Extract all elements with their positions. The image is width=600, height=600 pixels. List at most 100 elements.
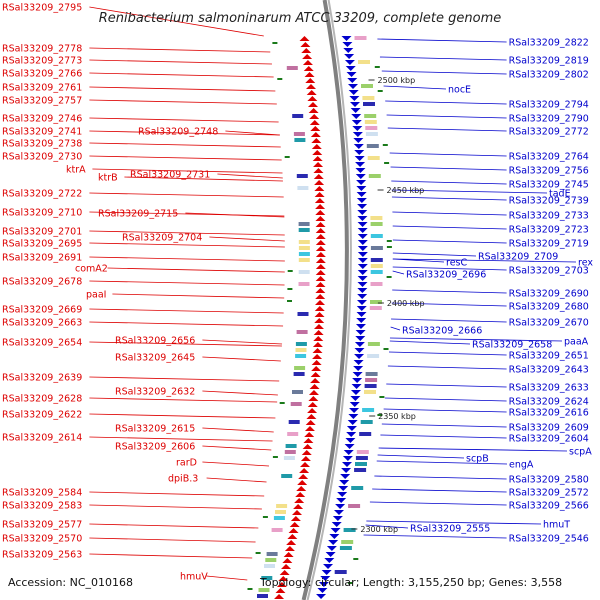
left-gene-label: RSal33209_2715 — [98, 209, 178, 220]
left-label-connector — [202, 339, 283, 345]
right-gene-label: RSal33209_2658 — [472, 340, 552, 351]
left-gene-arrow — [315, 234, 326, 239]
left-gene-arrow — [302, 444, 313, 449]
right-feature-block — [339, 546, 352, 550]
right-gene-arrow — [353, 144, 364, 149]
right-gene-label: RSal33209_2794 — [509, 100, 589, 111]
left-gene-arrow — [307, 408, 318, 413]
left-feature-block — [288, 420, 300, 424]
right-gene-arrow — [352, 372, 363, 377]
right-feature-block — [367, 354, 380, 358]
left-feature-block — [284, 450, 296, 454]
left-gene-arrow — [305, 420, 316, 425]
left-feature-block — [276, 504, 288, 508]
right-feature-block — [368, 174, 381, 178]
left-gene-label: RSal33209_2669 — [2, 305, 82, 316]
left-feature-block — [294, 366, 306, 370]
right-feature-block — [354, 468, 367, 472]
left-gene-arrow — [315, 210, 326, 215]
right-feature-block — [361, 84, 373, 88]
right-gene-arrow — [351, 120, 362, 125]
right-label-connector — [389, 337, 563, 342]
left-label-connector — [89, 117, 279, 123]
left-tick-mark — [284, 156, 290, 158]
left-feature-block — [264, 564, 275, 568]
left-tick-mark — [287, 288, 293, 290]
right-feature-block — [356, 450, 369, 454]
left-gene-arrow — [281, 564, 292, 569]
right-gene-arrow — [357, 222, 368, 227]
right-label-connector — [392, 258, 577, 263]
left-gene-arrow — [311, 138, 322, 143]
right-label-connector — [384, 397, 507, 402]
left-tick-mark — [272, 42, 278, 44]
left-label-connector — [89, 436, 273, 442]
left-gene-arrow — [311, 366, 322, 371]
right-gene-arrow — [346, 432, 357, 437]
right-gene-arrow — [323, 564, 334, 569]
left-gene-arrow — [312, 342, 323, 347]
right-label-connector — [383, 85, 447, 90]
gene-tracks — [247, 36, 392, 599]
right-feature-block — [365, 132, 378, 136]
left-gene-arrow — [315, 204, 326, 209]
left-gene-label: RSal33209_2656 — [115, 336, 195, 347]
left-feature-block — [283, 456, 295, 460]
left-gene-arrow — [297, 480, 308, 485]
right-label-connector — [381, 423, 507, 428]
right-gene-label: RSal33209_2604 — [509, 434, 589, 445]
left-gene-label: RSal33209_2645 — [115, 353, 195, 364]
left-gene-arrow — [315, 282, 326, 287]
left-gene-arrow — [309, 114, 320, 119]
right-gene-arrow — [357, 210, 368, 215]
left-label-connector — [112, 293, 285, 299]
left-gene-arrow — [314, 180, 325, 185]
right-gene-label: engA — [509, 460, 534, 471]
right-gene-arrow — [356, 192, 367, 197]
right-label-connector — [372, 488, 507, 493]
left-label-connector — [89, 242, 285, 248]
right-gene-label: scpA — [569, 447, 592, 458]
right-gene-arrow — [331, 522, 342, 527]
left-feature-block — [298, 228, 310, 232]
right-feature-block — [370, 264, 383, 268]
right-gene-arrow — [340, 474, 351, 479]
left-gene-label: RSal33209_2773 — [2, 56, 82, 67]
right-label-connector — [392, 266, 507, 271]
right-label-connector — [365, 524, 409, 529]
right-tick-mark — [377, 414, 383, 416]
left-gene-label: RSal33209_2678 — [2, 277, 82, 288]
left-gene-label: RSal33209_2778 — [2, 44, 82, 55]
right-label-connector — [376, 460, 508, 465]
right-gene-label: RSal33209_2643 — [509, 365, 589, 376]
left-gene-label: RSal33209_2710 — [2, 208, 82, 219]
left-gene-arrow — [300, 462, 311, 467]
right-label-connector — [390, 326, 401, 331]
right-label-connector — [383, 408, 507, 413]
left-gene-arrow — [295, 492, 306, 497]
left-tick-mark — [262, 516, 268, 518]
left-gene-label: RSal33209_2704 — [122, 233, 202, 244]
right-gene-arrow — [351, 114, 362, 119]
backbone-arc — [306, 0, 352, 600]
right-feature-block — [370, 234, 383, 238]
right-gene-arrow — [352, 126, 363, 131]
left-feature-block — [298, 270, 310, 274]
right-gene-arrow — [347, 84, 358, 89]
left-feature-block — [258, 588, 270, 592]
right-gene-label: tadE — [549, 189, 571, 200]
left-label-connector — [89, 504, 262, 510]
left-gene-arrow — [315, 252, 326, 257]
left-label-connector — [209, 236, 285, 242]
right-label-connector — [378, 447, 568, 452]
right-feature-block — [370, 258, 383, 262]
right-feature-block — [365, 378, 378, 382]
right-feature-block — [370, 222, 383, 226]
left-gene-label: dpiB.3 — [168, 474, 198, 485]
right-tick-mark — [383, 348, 389, 350]
left-feature-block — [275, 510, 286, 514]
right-gene-arrow — [347, 420, 358, 425]
left-gene-arrow — [274, 594, 285, 599]
right-gene-arrow — [355, 174, 366, 179]
left-label-connector — [89, 59, 272, 65]
